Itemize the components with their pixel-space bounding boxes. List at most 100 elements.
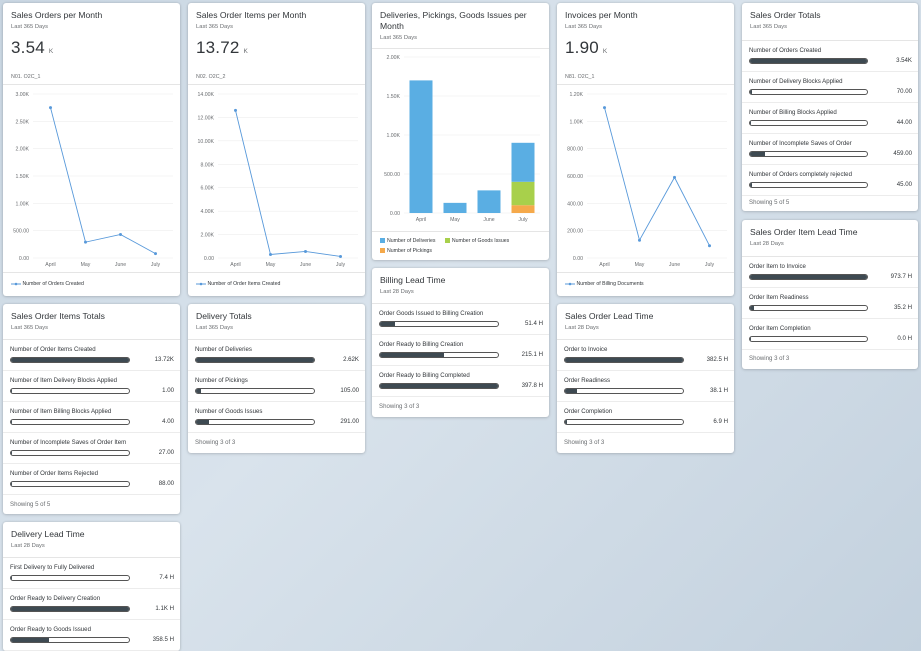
card-delivery-totals[interactable]: Delivery Totals Last 365 Days Number of …	[188, 304, 365, 453]
card-header[interactable]: Sales Orders per Month Last 365 Days 3.5…	[3, 3, 180, 58]
progress-bar-fill	[750, 275, 867, 279]
legend[interactable]: Number of Order Items Created	[196, 281, 280, 287]
divider	[372, 48, 549, 49]
card-subtitle: Last 365 Days	[750, 24, 788, 30]
card-header[interactable]: Delivery Lead Time Last 28 Days	[3, 522, 180, 549]
progress-bar	[10, 450, 130, 456]
list-item[interactable]: Order Ready to Delivery Creation 1.1K H	[3, 589, 180, 620]
progress-bar	[749, 151, 868, 157]
card-header[interactable]: Sales Order Items Totals Last 365 Days	[3, 304, 180, 331]
legend-item-deliveries[interactable]: Number of Deliveries	[380, 238, 435, 244]
list-item-label: Order Item Completion	[749, 325, 811, 332]
legend[interactable]: Number of Deliveries Number of Goods Iss…	[380, 236, 545, 256]
list-item[interactable]: Order Readiness 38.1 H	[557, 371, 734, 402]
list-item[interactable]: Number of Item Delivery Blocks Applied 1.…	[3, 371, 180, 402]
y-tick-label: 12.00K	[198, 115, 215, 121]
card-title: Sales Order Items Totals	[11, 311, 105, 321]
list-footer: Showing 3 of 3	[749, 355, 790, 362]
card-header[interactable]: Billing Lead Time Last 28 Days	[372, 268, 549, 295]
list-item[interactable]: Number of Order Items Rejected 88.00	[3, 464, 180, 495]
list-item[interactable]: Order to Invoice 382.5 H	[557, 340, 734, 371]
list-item[interactable]: Number of Item Billing Blocks Applied 4.0…	[3, 402, 180, 433]
card-subtitle: Last 28 Days	[11, 543, 45, 549]
progress-bar	[379, 352, 499, 358]
line-chart-orders[interactable]: 0.00 500.00 1.00K 1.50K 2.00K 2.50K 3.00K April…	[3, 85, 180, 275]
divider	[3, 272, 180, 273]
line-chart-invoices[interactable]: 0.00 200.00 400.00 600.00 800.00 1.00K 1.20K Ap…	[557, 85, 734, 275]
progress-bar-fill	[11, 638, 49, 642]
data-point	[119, 232, 122, 236]
card-header[interactable]: Deliveries, Pickings, Goods Issues per M…	[372, 3, 549, 41]
card-header[interactable]: Sales Order Totals Last 365 Days	[742, 3, 918, 30]
list-item[interactable]: Order Item to Invoice 973.7 H	[742, 257, 918, 288]
card-sales-order-items-totals[interactable]: Sales Order Items Totals Last 365 Days N…	[3, 304, 180, 514]
kpi-tag: N02. O2C_2	[196, 74, 226, 80]
data-point	[339, 254, 342, 258]
legend-item-pickings[interactable]: Number of Pickings	[380, 248, 432, 254]
card-sales-order-items-per-month[interactable]: Sales Order Items per Month Last 365 Day…	[188, 3, 365, 296]
line-chart-order-items[interactable]: 0.00 2.00K 4.00K 6.00K 8.00K 10.00K 12.00K 14.0…	[188, 85, 365, 275]
list-item[interactable]: Number of Goods Issues 291.00	[188, 402, 365, 433]
card-header[interactable]: Delivery Totals Last 365 Days	[188, 304, 365, 331]
card-sales-order-lead-time[interactable]: Sales Order Lead Time Last 28 Days Order…	[557, 304, 734, 453]
card-subtitle: Last 365 Days	[196, 24, 234, 30]
card-header[interactable]: Sales Order Items per Month Last 365 Day…	[188, 3, 365, 58]
list-item-label: Number of Incomplete Saves of Order Item	[10, 439, 127, 446]
list-item[interactable]: Order Goods Issued to Billing Creation 51…	[372, 304, 549, 335]
card-header[interactable]: Sales Order Lead Time Last 28 Days	[557, 304, 734, 331]
progress-bar	[749, 58, 868, 64]
legend-item-goods-issues[interactable]: Number of Goods Issues	[444, 238, 509, 244]
list-item[interactable]: First Delivery to Fully Delivered 7.4 H	[3, 558, 180, 589]
list-item[interactable]: Order Completion 6.9 H	[557, 402, 734, 433]
list-item[interactable]: Order Ready to Billing Completed 397.8 H	[372, 366, 549, 397]
list-item[interactable]: Order Ready to Goods Issued 358.5 H	[3, 620, 180, 651]
progress-bar-fill	[11, 420, 13, 424]
card-sales-orders-per-month[interactable]: Sales Orders per Month Last 365 Days 3.5…	[3, 3, 180, 296]
y-tick-label: 0.00	[573, 256, 583, 262]
x-tick-label: June	[115, 262, 126, 268]
legend[interactable]: Number of Orders Created	[11, 281, 84, 287]
legend[interactable]: Number of Billing Documents	[565, 281, 644, 287]
card-header[interactable]: Sales Order Item Lead Time Last 28 Days	[742, 220, 918, 247]
card-sales-order-totals[interactable]: Sales Order Totals Last 365 Days Number …	[742, 3, 918, 211]
list-item[interactable]: Order Ready to Billing Creation 215.1 H	[372, 335, 549, 366]
list-item-value: 973.7 H	[890, 273, 912, 280]
card-delivery-lead-time[interactable]: Delivery Lead Time Last 28 Days First De…	[3, 522, 180, 651]
progress-bar-fill	[750, 59, 867, 63]
divider	[557, 272, 734, 273]
list-item[interactable]: Number of Orders Created 3.54K	[742, 41, 918, 72]
progress-bar-fill	[750, 337, 752, 341]
kpi-number: 13.72	[196, 38, 240, 57]
list-item-label: Number of Incomplete Saves of Order	[749, 140, 852, 147]
list-item[interactable]: Number of Pickings 105.00	[188, 371, 365, 402]
kpi-unit: K	[602, 48, 608, 55]
divider	[3, 557, 180, 558]
list-item[interactable]: Order Item Readiness 35.2 H	[742, 288, 918, 319]
divider	[742, 256, 918, 257]
card-billing-lead-time[interactable]: Billing Lead Time Last 28 Days Order Goo…	[372, 268, 549, 417]
list-item[interactable]: Number of Order Items Created 13.72K	[3, 340, 180, 371]
divider	[557, 84, 734, 85]
card-title: Sales Order Items per Month	[196, 10, 307, 20]
card-header[interactable]: Invoices per Month Last 365 Days 1.90 K	[557, 3, 734, 58]
y-tick-label: 800.00	[567, 147, 583, 153]
stacked-bar-chart-deliveries[interactable]: 0.00 500.00 1.00K 1.50K 2.00K April May June Jul…	[372, 49, 549, 229]
card-sales-order-item-lead-time[interactable]: Sales Order Item Lead Time Last 28 Days …	[742, 220, 918, 369]
list-item-label: Number of Deliveries	[195, 346, 252, 353]
list-item[interactable]: Number of Incomplete Saves of Order 459.0…	[742, 134, 918, 165]
card-subtitle: Last 28 Days	[565, 325, 599, 331]
list-item[interactable]: Number of Incomplete Saves of Order Item…	[3, 433, 180, 464]
list-item-label: Order Item to Invoice	[749, 263, 806, 270]
list-item[interactable]: Number of Deliveries 2.62K	[188, 340, 365, 371]
card-title: Sales Order Lead Time	[565, 311, 654, 321]
divider	[188, 84, 365, 85]
list-item[interactable]: Number of Delivery Blocks Applied 70.00	[742, 72, 918, 103]
series-line	[50, 107, 156, 255]
list-item[interactable]: Order Item Completion 0.0 H	[742, 319, 918, 350]
card-invoices-per-month[interactable]: Invoices per Month Last 365 Days 1.90 K N…	[557, 3, 734, 296]
card-deliveries-pickings-goods-issues[interactable]: Deliveries, Pickings, Goods Issues per M…	[372, 3, 549, 260]
progress-bar-fill	[196, 420, 209, 424]
list-item[interactable]: Number of Orders completely rejected 45.0…	[742, 165, 918, 196]
list-item[interactable]: Number of Billing Blocks Applied 44.00	[742, 103, 918, 134]
list-item-value: 2.62K	[343, 356, 359, 363]
